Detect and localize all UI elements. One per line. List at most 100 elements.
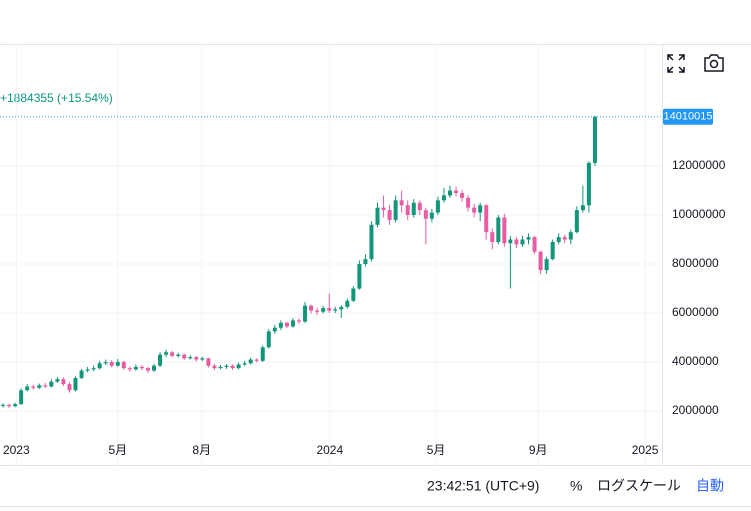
candle-body: [73, 377, 78, 391]
candle-body: [454, 190, 459, 193]
candle-body: [182, 354, 187, 359]
candle-body: [586, 162, 591, 206]
candle-body: [327, 308, 332, 311]
candle-body: [37, 385, 42, 388]
candle-body: [248, 359, 253, 364]
candle-body: [145, 368, 150, 371]
candle-body: [550, 241, 555, 260]
candle-body: [91, 368, 96, 370]
candle-body: [206, 358, 211, 366]
candle-body: [411, 202, 416, 216]
candle-body: [460, 192, 465, 198]
candle-body: [496, 217, 501, 242]
candle-body: [405, 205, 410, 216]
change-text: +1884355 (+15.54%): [0, 91, 113, 105]
candle-body: [85, 369, 90, 371]
y-tick-label: 4000000: [672, 354, 719, 368]
candle-body: [43, 385, 48, 387]
candle-body: [357, 264, 362, 289]
x-tick-label: 2023: [3, 443, 30, 457]
camera-icon[interactable]: [704, 54, 724, 72]
plot: [0, 115, 662, 409]
candle-body: [363, 259, 368, 265]
candle-body: [296, 320, 301, 322]
candle-body: [393, 200, 398, 220]
candle-body: [315, 310, 320, 312]
candle-body: [49, 381, 54, 387]
candle-body: [278, 322, 283, 328]
candle-body: [544, 259, 549, 271]
candle-body: [7, 404, 12, 407]
candle-body: [61, 379, 66, 385]
candle-body: [55, 379, 60, 382]
candle-body: [133, 366, 138, 370]
candle-body: [1, 404, 6, 406]
y-tick-label: 12000000: [672, 158, 726, 172]
candle-body: [435, 200, 440, 213]
candle-body: [31, 386, 36, 388]
candle-body: [429, 212, 434, 219]
candle-body: [266, 331, 271, 348]
y-tick-label: 6000000: [672, 305, 719, 319]
candle-body: [139, 366, 144, 369]
candle-body: [472, 207, 477, 213]
candle-body: [127, 368, 132, 370]
candle-body: [562, 237, 567, 240]
x-tick-label: 5月: [427, 443, 446, 457]
candle-body: [423, 210, 428, 219]
candle-body: [121, 362, 126, 369]
candle-body: [321, 308, 326, 312]
candle-body: [580, 205, 585, 211]
y-tick-label: 10000000: [672, 207, 726, 221]
x-tick-label: 9月: [529, 443, 548, 457]
price-label-box: [663, 108, 713, 125]
candle-body: [164, 352, 169, 355]
candle-body: [25, 386, 30, 391]
candle-body: [224, 365, 229, 367]
candle-body: [333, 309, 338, 311]
candle-body: [67, 384, 72, 391]
candle-body: [466, 197, 471, 208]
candle-body: [79, 370, 84, 378]
fullscreen-icon[interactable]: [667, 54, 685, 73]
candle-body: [260, 347, 265, 361]
candle-body: [490, 232, 495, 242]
candle-body: [502, 217, 507, 244]
candle-body: [538, 251, 543, 271]
candle-body: [441, 195, 446, 201]
time: 23:42:51 (UTC+9): [427, 478, 539, 494]
percent-toggle[interactable]: %: [570, 478, 582, 494]
candle-body: [351, 288, 356, 301]
candle-body: [212, 365, 217, 369]
candle-body: [556, 237, 561, 242]
candle-body: [345, 300, 350, 307]
candle-body: [532, 237, 537, 252]
candle-body: [200, 358, 205, 360]
candle-body: [526, 237, 531, 240]
candle-body: [230, 365, 235, 369]
candle-body: [520, 239, 525, 245]
candle-body: [176, 354, 181, 356]
candle-body: [568, 232, 573, 240]
log-toggle[interactable]: ログスケール: [597, 478, 681, 494]
candle-body: [514, 239, 519, 245]
x-tick-label: 2025: [632, 443, 659, 457]
y-tick-label: 8000000: [672, 256, 719, 270]
y-tick-label: 2000000: [672, 403, 719, 417]
candle-body: [218, 366, 223, 369]
candle-body: [484, 205, 489, 233]
candle-body: [188, 357, 193, 359]
candle-body: [387, 210, 392, 220]
candle-body: [97, 363, 102, 369]
candle-body: [375, 207, 380, 225]
price-label: 14010015: [664, 111, 713, 123]
candle-body: [170, 352, 175, 356]
candle-body: [309, 305, 314, 311]
candle-body: [272, 327, 277, 332]
candle-body: [339, 306, 344, 310]
candle-body: [158, 354, 163, 366]
x-tick-label: 8月: [192, 443, 211, 457]
auto-toggle[interactable]: 自動: [696, 478, 724, 494]
